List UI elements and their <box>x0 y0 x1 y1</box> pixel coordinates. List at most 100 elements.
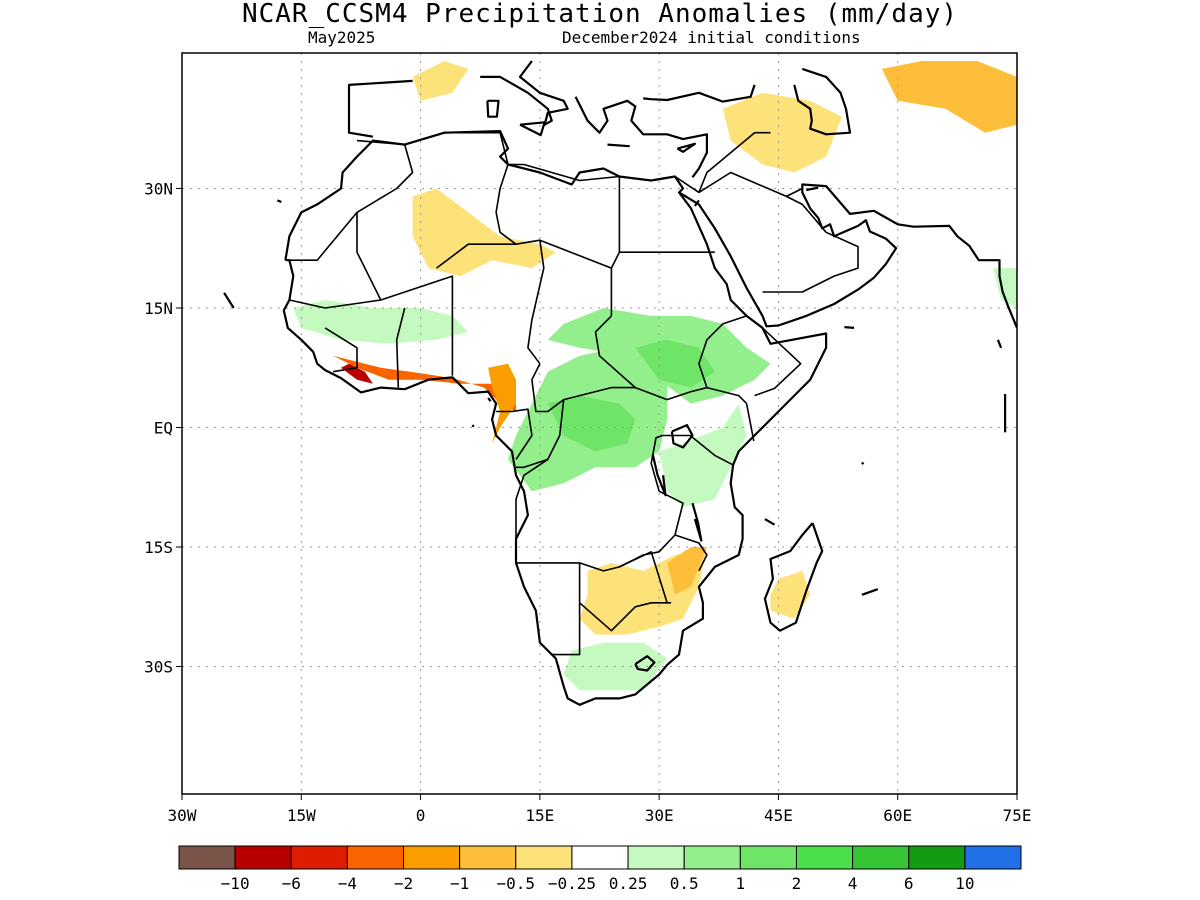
x-tick-label: 15E <box>525 806 554 825</box>
coastline-sao-tome <box>471 424 475 428</box>
colorbar-swatch <box>515 845 573 870</box>
coastline-seychelles <box>861 461 865 465</box>
country-border <box>674 534 708 572</box>
coastline-africa <box>282 130 828 706</box>
coastline-sardinia <box>486 99 500 118</box>
x-tick-label: 45E <box>764 806 793 825</box>
coastline-persian-gulf <box>806 186 819 192</box>
country-border <box>579 601 672 632</box>
coastline-cyprus <box>676 142 697 153</box>
x-tick-label: 15W <box>287 806 316 825</box>
country-border <box>395 307 406 388</box>
coastline-canaries <box>276 199 282 204</box>
colorbar-label: 10 <box>955 874 974 893</box>
colorbar-label: 0.25 <box>609 874 648 893</box>
colorbar-label: 1 <box>736 874 746 893</box>
coastline-lake-malawi <box>691 502 703 542</box>
country-border <box>594 315 748 405</box>
country-border <box>610 251 621 269</box>
coastline-lakshadweep <box>996 339 1003 349</box>
anomaly-south-sudan-wet-core <box>635 339 715 388</box>
anomaly-mediterranean-north-dry <box>412 61 469 101</box>
coastline-comoros <box>764 518 776 526</box>
gridlines <box>182 53 1017 794</box>
country-border <box>698 171 803 198</box>
colorbar-swatch <box>403 845 461 870</box>
colorbar-swatch <box>571 845 629 870</box>
colorbar-swatch <box>178 845 236 870</box>
coastline-mediterranean-north <box>347 79 413 138</box>
coastline-crete <box>607 143 630 148</box>
country-border <box>698 315 763 388</box>
initial-conditions: December2024 initial conditions <box>562 28 861 47</box>
coastline-cape-verde <box>223 292 235 309</box>
coastline-sicily <box>519 121 546 137</box>
country-border <box>619 550 668 604</box>
country-border <box>762 195 859 293</box>
axis-ticks: 30W 15W 0 15E 30E 45E 60E 75E 30N 15N EQ 15S 30S <box>144 179 1031 825</box>
coastline-lake-tanganyika <box>651 454 667 497</box>
colorbar-label: 6 <box>904 874 914 893</box>
anomaly-arabia-dry <box>722 92 842 173</box>
colorbar-label: −1 <box>450 874 469 893</box>
coastline-bioko <box>487 397 492 402</box>
anomaly-iran-dry <box>881 61 1017 133</box>
colorbar-label: 4 <box>848 874 858 893</box>
country-border <box>356 131 676 182</box>
y-tick-label: EQ <box>154 418 173 437</box>
country-border <box>324 327 358 373</box>
coastline-greece-turkey <box>574 96 709 178</box>
colorbar-swatch <box>234 845 292 870</box>
anomaly-southern-africa-dry-core <box>667 547 707 595</box>
coastline-madagascar <box>763 522 824 632</box>
country-border <box>531 363 636 413</box>
colorbar-swatch <box>908 845 966 870</box>
colorbar-label: −0.5 <box>497 874 536 893</box>
x-tick-label: 30W <box>168 806 197 825</box>
anomaly-sahara-dry <box>412 188 556 277</box>
coastline-socotra <box>844 326 855 329</box>
colorbar-swatch <box>627 845 685 870</box>
x-tick-label: 75E <box>1003 806 1032 825</box>
forecast-month: May2025 <box>308 28 376 47</box>
y-tick-label: 15S <box>144 538 173 557</box>
country-border <box>527 240 545 365</box>
country-border <box>495 164 517 245</box>
country-border <box>289 299 381 309</box>
country-border <box>496 408 533 460</box>
country-border <box>754 327 802 397</box>
colorbar-label: −4 <box>338 874 357 893</box>
country-border <box>516 434 734 572</box>
coastline-arabia <box>678 183 1017 329</box>
coastline-caspian <box>793 67 852 136</box>
colorbar-swatch <box>459 845 517 870</box>
colorbar-swatch <box>739 845 797 870</box>
colorbar-label: 2 <box>792 874 802 893</box>
country-borders <box>285 131 859 656</box>
colorbar-label: −0.25 <box>548 874 596 893</box>
colorbar-swatch <box>795 845 854 870</box>
colorbar: −10 −6 −4 −2 −1 −0.5 −0.25 0.25 0.5 1 2 4 6 10 <box>178 845 1022 893</box>
colorbar-swatch <box>346 845 405 870</box>
y-tick-label: 15N <box>144 299 173 318</box>
coastline-italy <box>480 60 569 126</box>
x-tick-label: 30E <box>645 806 674 825</box>
country-border <box>551 562 581 656</box>
coastline-mauritius <box>861 588 879 596</box>
plot-frame <box>181 52 1018 795</box>
y-tick-label: 30S <box>144 658 173 677</box>
anomaly-cameroon-dry <box>488 363 516 444</box>
anomaly-central-africa-wet-core <box>547 395 636 452</box>
anomaly-west-africa-coast-dry <box>333 355 516 412</box>
coastline-layer <box>223 60 1017 706</box>
country-border <box>674 131 771 194</box>
country-border <box>285 144 414 262</box>
y-tick-label: 30N <box>144 179 173 198</box>
colorbar-swatch <box>290 845 348 870</box>
coastline-red-sea-inner <box>694 199 700 207</box>
colorbar-swatch <box>964 845 1022 870</box>
colorbar-label: −2 <box>394 874 413 893</box>
colorbar-label: 0.5 <box>670 874 699 893</box>
country-border <box>515 458 549 563</box>
